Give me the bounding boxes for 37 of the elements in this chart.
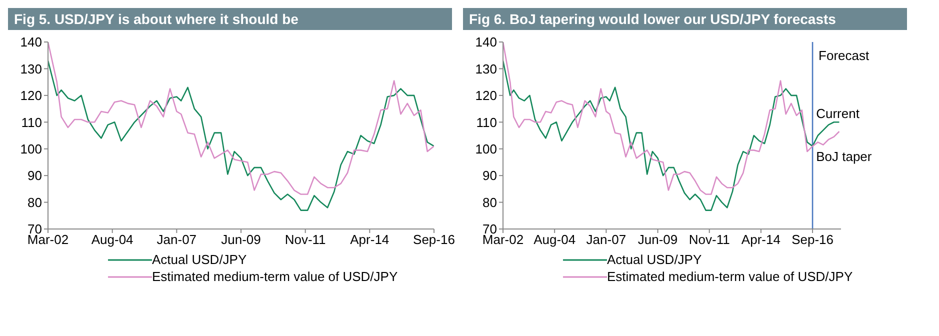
x-tick-label: Apr-14	[741, 232, 780, 248]
x-tick-label: Sep-16	[792, 232, 834, 248]
x-tick-label: Apr-14	[350, 232, 390, 248]
y-tick-label: 90	[28, 168, 42, 184]
legend-label: Estimated medium-term value of USD/JPY	[607, 268, 853, 285]
x-tick-label: Nov-11	[688, 232, 730, 248]
x-tick-label: Nov-11	[284, 232, 326, 248]
y-tick-label: 100	[20, 141, 42, 156]
y-tick-label: 140	[20, 34, 42, 50]
x-tick-label: Jun-09	[221, 232, 261, 248]
x-tick-label: Sep-16	[413, 232, 455, 248]
y-tick-label: 130	[20, 61, 42, 76]
x-tick-label: Aug-04	[534, 232, 576, 248]
y-tick-label: 120	[475, 88, 497, 104]
y-tick-label: 110	[21, 114, 42, 130]
legend-label: Actual USD/JPY	[607, 251, 702, 268]
x-tick-label: Jan-07	[156, 232, 197, 248]
y-tick-label: 80	[28, 194, 42, 210]
annotation: Current	[816, 106, 860, 122]
y-tick-label: 110	[476, 114, 497, 130]
annotation: BoJ taper	[816, 148, 872, 164]
legend-label: Estimated medium-term value of USD/JPY	[152, 268, 398, 285]
line-series	[48, 60, 434, 211]
y-tick-label: 100	[475, 141, 497, 156]
y-tick-label: 80	[482, 194, 497, 210]
chart-title: Fig 6. BoJ tapering would lower our USD/JPY forecasts	[463, 8, 907, 30]
y-tick-label: 90	[482, 168, 497, 184]
y-tick-label: 130	[475, 61, 497, 76]
x-tick-label: Jan-07	[586, 232, 626, 248]
ref-line-label: Forecast	[818, 48, 870, 63]
chart-title: Fig 5. USD/JPY is about where it should be	[8, 8, 452, 30]
legend-label: Actual USD/JPY	[152, 251, 247, 268]
x-tick-label: Jun-09	[638, 232, 678, 248]
y-tick-label: 140	[475, 34, 497, 50]
x-tick-label: Aug-04	[91, 232, 134, 248]
line-series	[48, 42, 434, 195]
y-tick-label: 120	[20, 88, 42, 104]
